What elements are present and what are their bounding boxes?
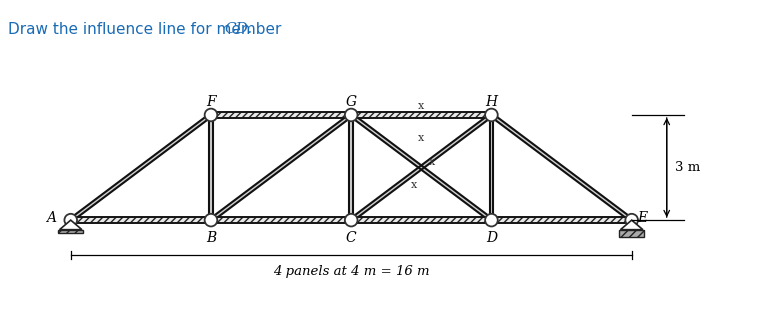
Polygon shape (620, 220, 643, 230)
Polygon shape (210, 114, 352, 221)
Text: x: x (411, 180, 418, 190)
Text: D: D (486, 231, 497, 245)
Polygon shape (71, 217, 211, 223)
Text: G: G (346, 95, 357, 109)
Polygon shape (69, 114, 212, 221)
Polygon shape (351, 114, 492, 221)
Polygon shape (350, 115, 353, 220)
Polygon shape (491, 114, 632, 221)
Text: x: x (418, 101, 424, 111)
Text: x: x (418, 133, 424, 143)
Text: E: E (637, 211, 647, 225)
Circle shape (485, 109, 498, 121)
Polygon shape (351, 217, 491, 223)
Text: Draw the influence line for member: Draw the influence line for member (8, 22, 286, 37)
Circle shape (485, 214, 498, 226)
Text: CD.: CD. (225, 22, 253, 36)
Circle shape (65, 214, 77, 226)
Polygon shape (211, 217, 351, 223)
Polygon shape (620, 230, 644, 237)
Circle shape (205, 214, 217, 226)
Text: C: C (346, 231, 357, 245)
Text: A: A (46, 211, 56, 225)
Polygon shape (59, 220, 82, 230)
Polygon shape (351, 112, 491, 118)
Text: H: H (485, 95, 498, 109)
Polygon shape (351, 114, 492, 221)
Polygon shape (210, 115, 213, 220)
Circle shape (205, 109, 217, 121)
Polygon shape (211, 112, 351, 118)
Text: B: B (206, 231, 216, 245)
Text: F: F (207, 95, 216, 109)
Text: 4 panels at 4 m = 16 m: 4 panels at 4 m = 16 m (273, 265, 430, 278)
Polygon shape (491, 217, 632, 223)
Circle shape (345, 214, 357, 226)
Circle shape (345, 109, 357, 121)
Text: 3 m: 3 m (675, 161, 701, 174)
Polygon shape (490, 115, 493, 220)
Circle shape (626, 214, 638, 226)
Polygon shape (59, 230, 83, 233)
Text: x: x (429, 157, 435, 167)
